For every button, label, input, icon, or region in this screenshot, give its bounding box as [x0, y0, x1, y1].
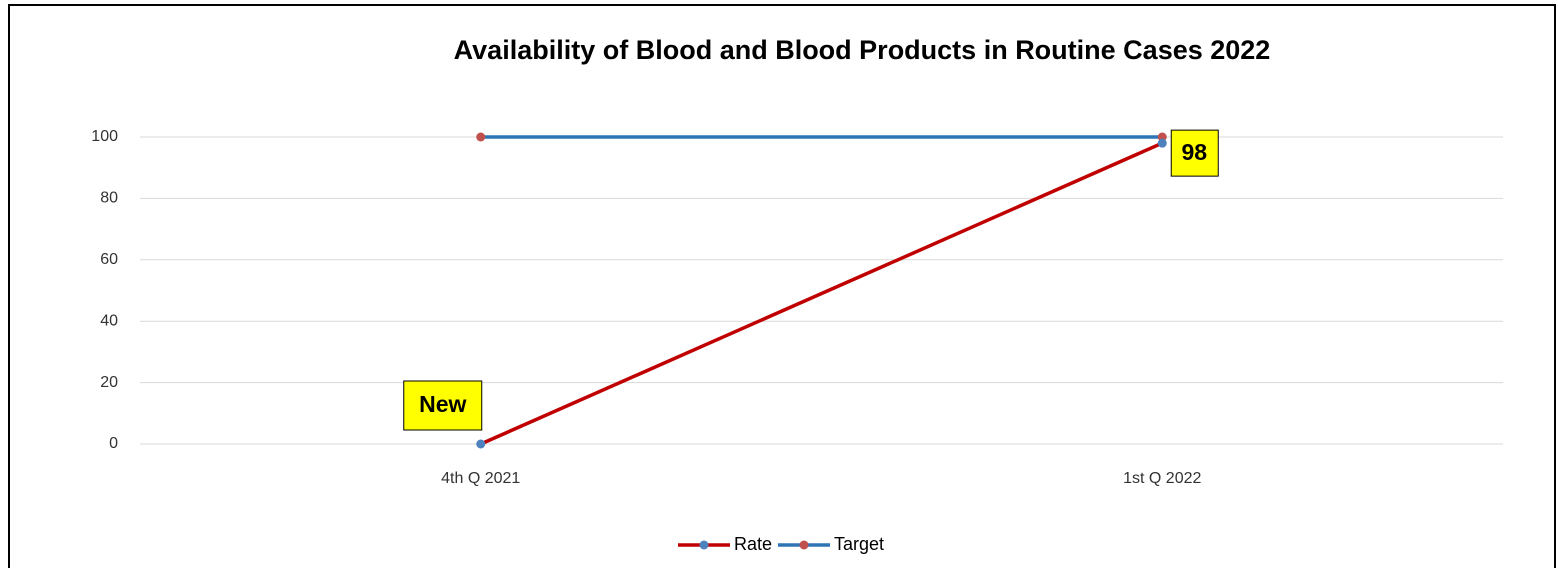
- x-tick-label: 4th Q 2021: [441, 470, 520, 487]
- legend-marker: [799, 540, 809, 550]
- legend-label: Target: [834, 534, 884, 554]
- legend-marker: [699, 540, 709, 550]
- y-tick-label: 0: [109, 435, 118, 452]
- y-tick-label: 20: [100, 374, 118, 391]
- y-tick-label: 60: [100, 251, 118, 268]
- legend-label: Rate: [734, 534, 772, 554]
- point-marker: [476, 439, 486, 449]
- chart-frame: [8, 4, 1556, 568]
- series-line: [480, 141, 1163, 446]
- chart-title: Availability of Blood and Blood Products…: [454, 35, 1271, 65]
- annotation: New: [419, 391, 466, 417]
- point-marker: [1157, 138, 1167, 148]
- y-tick-label: 100: [91, 128, 118, 145]
- y-tick-label: 40: [100, 312, 118, 329]
- data-label-box: [1170, 129, 1219, 177]
- point-marker: [476, 132, 486, 142]
- annotation-box: [403, 380, 483, 431]
- data-label: 98: [1181, 139, 1207, 165]
- x-tick-label: 1st Q 2022: [1123, 470, 1201, 487]
- y-tick-label: 80: [100, 190, 118, 207]
